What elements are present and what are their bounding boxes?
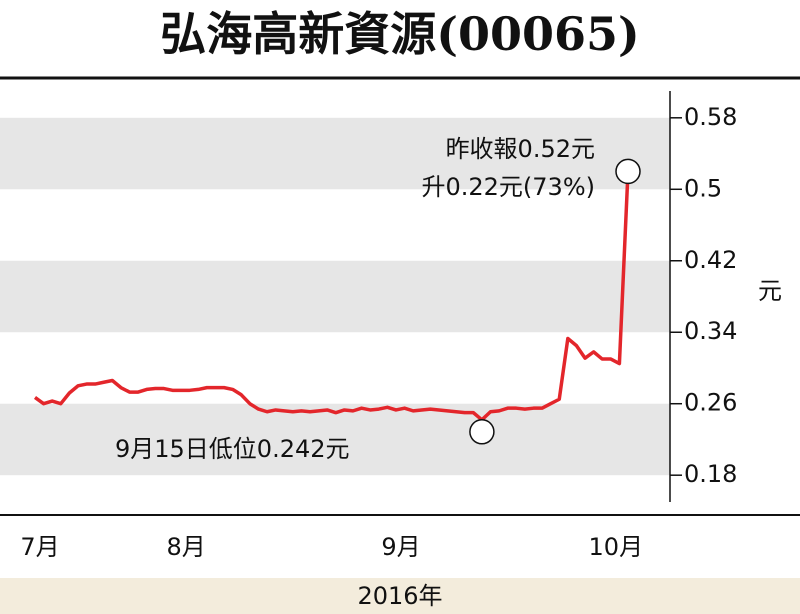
price-line [33, 171, 630, 422]
annotation-marker [469, 419, 495, 445]
grid-band [0, 260, 670, 333]
footer-band [0, 578, 800, 614]
annotation: 昨收報0.52元 [446, 135, 595, 163]
y-tick-label: 0.42 [684, 246, 737, 274]
y-tick-label: 0.18 [684, 460, 737, 488]
x-tick-label: 7月 [20, 533, 59, 561]
x-axis-label: 2016年 [357, 582, 442, 610]
x-tick-label: 9月 [381, 533, 420, 561]
y-axis-label: 元 [758, 277, 782, 305]
chart-title: 弘海高新資源(00065) [160, 7, 640, 61]
y-tick-label: 0.5 [684, 174, 722, 202]
bands [0, 117, 670, 476]
x-tick-label: 8月 [166, 533, 205, 561]
y-tick-label: 0.26 [684, 389, 737, 417]
grid-band [0, 403, 670, 476]
grid-band [0, 117, 670, 190]
x-tick-label: 10月 [589, 533, 644, 561]
annotation-marker [615, 158, 641, 185]
y-tick-label: 0.58 [684, 103, 737, 131]
annotation: 升0.22元(73%) [421, 173, 595, 201]
annotation: 9月15日低位0.242元 [115, 435, 350, 463]
y-tick-label: 0.34 [684, 317, 737, 345]
